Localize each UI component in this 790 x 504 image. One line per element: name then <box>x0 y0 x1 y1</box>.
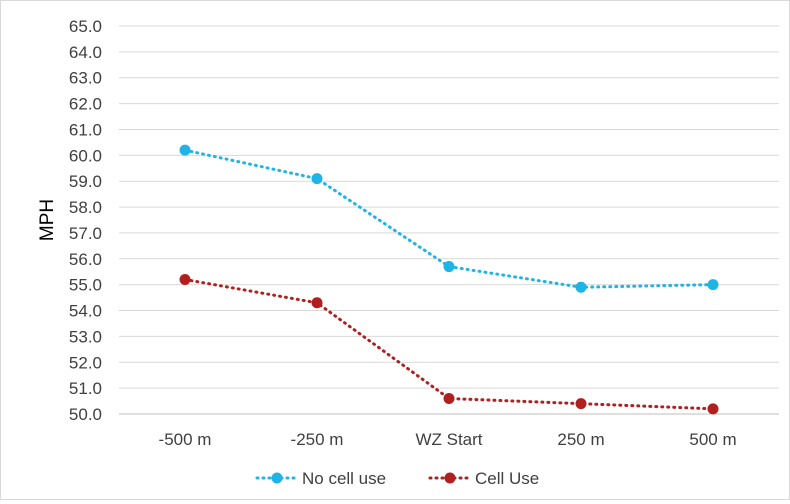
legend-label: No cell use <box>302 469 386 488</box>
data-point <box>443 392 455 404</box>
series-cell-use <box>179 273 719 415</box>
series-layer <box>179 144 719 415</box>
y-tick-label: 51.0 <box>69 379 102 398</box>
y-axis-title: MPH <box>37 199 58 241</box>
legend-swatch-marker <box>271 472 283 484</box>
legend-swatch-marker <box>444 472 456 484</box>
legend: No cell use Cell Use <box>255 469 539 488</box>
y-tick-label: 55.0 <box>69 276 102 295</box>
y-tick-label: 63.0 <box>69 69 102 88</box>
y-tick-label: 56.0 <box>69 250 102 269</box>
data-point <box>707 403 719 415</box>
x-tick-label: 250 m <box>557 430 604 449</box>
legend-item: Cell Use <box>428 469 539 488</box>
series-line <box>183 277 715 411</box>
data-point <box>311 173 323 185</box>
y-tick-label: 53.0 <box>69 327 102 346</box>
data-point <box>179 273 191 285</box>
y-tick-label: 54.0 <box>69 302 102 321</box>
legend-item: No cell use <box>255 469 386 488</box>
data-point <box>707 279 719 291</box>
y-axis-ticks: 50.0 51.0 52.0 53.0 54.0 55.0 56.0 57.0 58.0 59.0… <box>69 17 102 424</box>
series-no-cell-use <box>179 144 719 293</box>
gridlines <box>119 25 779 415</box>
x-tick-label: 500 m <box>689 430 736 449</box>
y-tick-label: 64.0 <box>69 43 102 62</box>
data-point <box>575 281 587 293</box>
data-point <box>179 144 191 156</box>
y-tick-label: 50.0 <box>69 405 102 424</box>
data-point <box>311 297 323 309</box>
x-tick-label: -500 m <box>159 430 212 449</box>
x-axis-ticks: -500 m -250 m WZ Start 250 m 500 m <box>159 430 737 449</box>
y-tick-label: 59.0 <box>69 172 102 191</box>
x-tick-label: -250 m <box>291 430 344 449</box>
y-tick-label: 52.0 <box>69 353 102 372</box>
x-tick-label: WZ Start <box>415 430 482 449</box>
y-tick-label: 61.0 <box>69 120 102 139</box>
y-tick-label: 57.0 <box>69 224 102 243</box>
y-tick-label: 58.0 <box>69 198 102 217</box>
data-point <box>443 261 455 273</box>
y-tick-label: 65.0 <box>69 17 102 36</box>
y-tick-label: 62.0 <box>69 95 102 114</box>
y-tick-label: 60.0 <box>69 146 102 165</box>
data-point <box>575 398 587 410</box>
legend-label: Cell Use <box>475 469 539 488</box>
